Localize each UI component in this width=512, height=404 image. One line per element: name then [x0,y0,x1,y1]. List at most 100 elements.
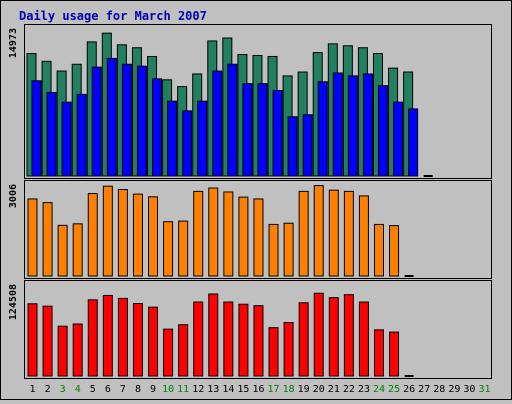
bar-top-s1-day-24 [377,85,388,177]
bar-bottom-s0-day-3 [57,325,68,377]
x-tick-label-10: 10 [162,384,174,395]
bar-bottom-s0-day-18 [283,322,294,377]
x-tick-label-31: 31 [478,384,490,395]
bar-bottom-s0-day-2 [42,305,53,377]
bar-top-s1-day-21 [332,72,343,177]
bar-top-s1-day-15 [242,83,253,177]
bar-middle-s0-day-10 [163,221,174,277]
x-tick-label-28: 28 [433,384,445,395]
bar-middle-s0-day-25 [389,225,400,277]
bar-middle-s0-day-16 [253,198,264,277]
bar-bottom-s0-day-7 [117,297,128,377]
x-tick-label-2: 2 [45,384,51,395]
bar-top-s1-day-7 [121,63,132,177]
bar-bottom-s0-day-12 [193,301,204,377]
bar-middle-s0-day-12 [193,190,204,277]
bar-bottom-s0-day-14 [223,301,234,377]
bar-bottom-s0-day-15 [238,303,249,377]
bar-bottom-s0-day-5 [87,299,98,377]
x-tick-label-19: 19 [298,384,310,395]
bar-bottom-s0-day-11 [178,324,189,377]
bar-top-s1-day-9 [152,78,163,177]
bar-middle-s0-day-18 [283,222,294,277]
x-tick-label-7: 7 [120,384,126,395]
bar-top-zero-day-27 [423,175,433,177]
bar-middle-zero-day-26 [404,275,414,277]
x-tick-label-15: 15 [237,384,249,395]
x-tick-label-17: 17 [268,384,280,395]
bar-bottom-zero-day-26 [404,375,414,377]
x-tick-label-24: 24 [373,384,385,395]
bar-middle-s0-day-9 [148,196,159,277]
x-axis: 1 2 3 4 5 6 7 8 9 10 11 12 13 14 15 16 17 18 19 20 21 22 23 24 2… [30,384,491,395]
bar-bottom-s0-day-1 [27,303,38,377]
bar-top-s1-day-23 [362,73,373,177]
bar-top-s1-day-5 [91,66,102,177]
bar-middle-s0-day-21 [328,189,339,277]
x-tick-label-13: 13 [207,384,219,395]
x-tick-label-22: 22 [343,384,355,395]
panel-bottom: 124508 [8,280,492,379]
bar-middle-s0-day-13 [208,187,219,277]
bar-bottom-s0-day-6 [102,294,113,377]
bar-middle-s0-day-1 [27,198,38,277]
bar-middle-s0-day-15 [238,196,249,277]
bar-bottom-s0-day-20 [313,292,324,377]
x-tick-label-8: 8 [135,384,141,395]
panel-top: 14973 [8,24,492,179]
bar-top-s1-day-10 [167,100,178,177]
bar-middle-s0-day-19 [298,190,309,277]
bar-top-s1-day-19 [302,114,313,177]
x-tick-label-18: 18 [283,384,295,395]
x-tick-label-23: 23 [358,384,370,395]
bar-top-s1-day-11 [182,110,193,177]
x-tick-label-30: 30 [463,384,475,395]
bar-top-s1-day-26 [408,108,419,177]
x-tick-label-14: 14 [222,384,234,395]
bar-middle-s0-day-23 [358,195,369,277]
bar-middle-s0-day-22 [343,190,354,277]
panel-middle-max-label: 3006 [8,184,19,208]
bar-top-s1-day-14 [227,63,238,177]
x-tick-label-25: 25 [388,384,400,395]
x-tick-label-12: 12 [192,384,204,395]
x-tick-label-4: 4 [75,384,81,395]
bar-middle-s0-day-4 [72,223,83,277]
bar-bottom-s0-day-22 [343,294,354,377]
x-tick-label-20: 20 [313,384,325,395]
panel-bottom-max-label: 124508 [8,284,19,320]
bar-bottom-s0-day-16 [253,305,264,377]
x-tick-label-6: 6 [105,384,111,395]
bar-top-s1-day-25 [393,101,404,177]
bar-top-s1-day-13 [212,70,223,177]
x-tick-label-29: 29 [448,384,460,395]
bar-top-s1-day-17 [272,89,283,177]
chart-title: Daily usage for March 2007 [19,9,207,23]
bar-top-s1-day-20 [317,81,328,177]
bar-middle-s0-day-11 [178,220,189,277]
x-tick-label-16: 16 [252,384,264,395]
bar-top-s1-day-6 [106,57,117,177]
x-tick-label-27: 27 [418,384,430,395]
bar-top-s1-day-18 [287,116,298,177]
x-tick-label-21: 21 [328,384,340,395]
bar-top-s1-day-4 [76,93,87,177]
bar-top-s1-day-8 [136,65,147,177]
bar-bottom-s0-day-17 [268,327,279,377]
bar-middle-s0-day-14 [223,191,234,277]
x-tick-label-26: 26 [403,384,415,395]
bar-top-s1-day-16 [257,83,268,177]
bar-top-s1-day-22 [347,75,358,177]
bar-bottom-s0-day-23 [358,301,369,377]
bar-middle-s0-day-20 [313,185,324,277]
bar-top-s1-day-12 [197,100,208,177]
bar-middle-s0-day-3 [57,224,68,277]
bar-middle-s0-day-8 [132,193,143,277]
x-tick-label-1: 1 [30,384,36,395]
bar-bottom-s0-day-8 [132,303,143,377]
x-tick-label-5: 5 [90,384,96,395]
bar-middle-s0-day-2 [42,202,53,277]
x-tick-label-9: 9 [150,384,156,395]
